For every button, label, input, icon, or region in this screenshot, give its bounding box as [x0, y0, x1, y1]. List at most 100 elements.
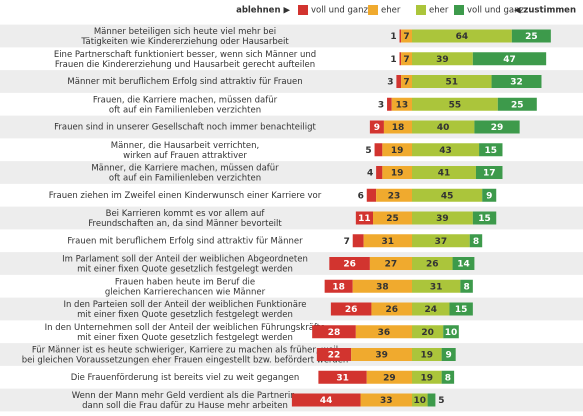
bar-segment: [460, 279, 473, 293]
value-label: 1: [390, 55, 396, 65]
row-label: Für Männer ist es heute schwieriger, Kar…: [22, 345, 349, 365]
value-label: 23: [388, 191, 401, 201]
bar-segment: [351, 348, 412, 361]
value-label: 9: [446, 351, 452, 361]
bar-segment: [474, 120, 520, 134]
value-label: 22: [328, 351, 341, 361]
value-label: 41: [438, 169, 451, 179]
value-label: 29: [383, 373, 396, 383]
value-label: 18: [392, 123, 405, 133]
bar-segment: [475, 166, 503, 179]
bar-segment: [318, 370, 367, 384]
value-label: 51: [446, 78, 459, 88]
value-label: 39: [375, 351, 388, 361]
bar-segment: [412, 348, 442, 361]
value-label: 37: [435, 237, 448, 247]
bar-segment: [479, 143, 503, 157]
value-label: 31: [336, 373, 349, 383]
bar-segment: [391, 97, 412, 111]
legend-right: ◀ zustimmen: [514, 6, 576, 16]
row-label: Frauen haben heute im Beruf die gleichen …: [105, 277, 266, 297]
bar-segment: [412, 120, 475, 134]
value-label: 9: [374, 123, 380, 133]
value-label: 10: [445, 328, 458, 338]
bar-segment: [352, 234, 364, 248]
value-label: 36: [378, 328, 391, 338]
bar-segment: [482, 188, 497, 202]
legend-label: eher: [429, 6, 449, 16]
value-label: 31: [430, 282, 443, 292]
value-label: 8: [473, 237, 479, 247]
value-label: 7: [403, 55, 409, 65]
value-label: 64: [456, 32, 469, 42]
bar-segment: [412, 370, 442, 384]
row-label: Männer beteiligen sich heute viel mehr b…: [80, 27, 289, 47]
row-label: Bei Karrieren kommt es vor allem auf Freu…: [88, 209, 282, 229]
value-label: 15: [485, 146, 498, 156]
bar-segment: [387, 97, 392, 111]
legend-swatch: [454, 5, 464, 15]
row-band: [0, 388, 583, 412]
bar-segment: [452, 257, 475, 270]
row-label: Frauen sind in unserer Gesellschaft noch…: [54, 123, 316, 133]
legend-left: ablehnen ▶: [236, 6, 290, 16]
value-label: 15: [455, 305, 468, 315]
value-label: 25: [525, 32, 538, 42]
value-label: 19: [391, 169, 404, 179]
row-label: Frauen mit beruflichem Erfolg sind attra…: [67, 236, 303, 246]
bar-segment: [382, 143, 412, 157]
bar-segment: [291, 393, 361, 407]
value-label: 26: [385, 305, 398, 315]
bar-segment: [399, 29, 402, 43]
bar-segment: [443, 325, 459, 339]
value-label: 26: [426, 260, 439, 270]
bar-segment: [330, 302, 372, 316]
row-label: Wenn der Mann mehr Geld verdient als die…: [72, 391, 299, 411]
row-label: Im Parlament soll der Anteil der weiblic…: [62, 254, 308, 274]
bar-segment: [355, 211, 373, 225]
bar-segment: [366, 370, 412, 384]
value-label: 39: [436, 214, 449, 224]
bar-segment: [360, 393, 412, 407]
bar-segment: [497, 97, 537, 111]
bar-segment: [412, 143, 480, 157]
row-label: Eine Partnerschaft funktioniert besser, …: [54, 49, 316, 69]
value-label: 25: [386, 214, 399, 224]
value-label: 8: [445, 373, 451, 383]
value-label: 44: [320, 396, 333, 406]
value-label: 26: [343, 260, 356, 270]
value-label: 15: [478, 214, 491, 224]
bar-segment: [472, 211, 497, 225]
value-label: 14: [457, 260, 470, 270]
value-label: 7: [403, 32, 409, 42]
value-label: 33: [380, 396, 393, 406]
bar-segment: [427, 393, 436, 407]
value-label: 38: [376, 282, 389, 292]
bar-segment: [401, 29, 412, 43]
value-label: 7: [403, 78, 409, 88]
value-label: 5: [365, 146, 371, 156]
row-label: Männer mit beruflichem Erfolg sind attra…: [67, 77, 302, 87]
bar-segment: [401, 52, 412, 66]
value-label: 40: [437, 123, 450, 133]
bar-segment: [412, 75, 492, 88]
value-label: 5: [438, 396, 444, 406]
value-label: 10: [414, 396, 427, 406]
bar-segment: [355, 325, 412, 339]
value-label: 47: [503, 55, 516, 65]
bar-segment: [401, 75, 412, 88]
legend-swatch: [416, 5, 426, 15]
legend-label: eher: [381, 6, 401, 16]
bar-segment: [371, 302, 412, 316]
bar-segment: [412, 234, 470, 248]
bar-segment: [412, 257, 453, 270]
value-label: 7: [344, 237, 350, 247]
value-label: 18: [332, 282, 345, 292]
value-label: 43: [439, 146, 452, 156]
bar-segment: [412, 325, 444, 339]
value-label: 27: [385, 260, 398, 270]
value-label: 24: [424, 305, 437, 315]
bar-segment: [396, 75, 402, 88]
bar-segment: [449, 302, 473, 316]
bar-segment: [412, 211, 473, 225]
